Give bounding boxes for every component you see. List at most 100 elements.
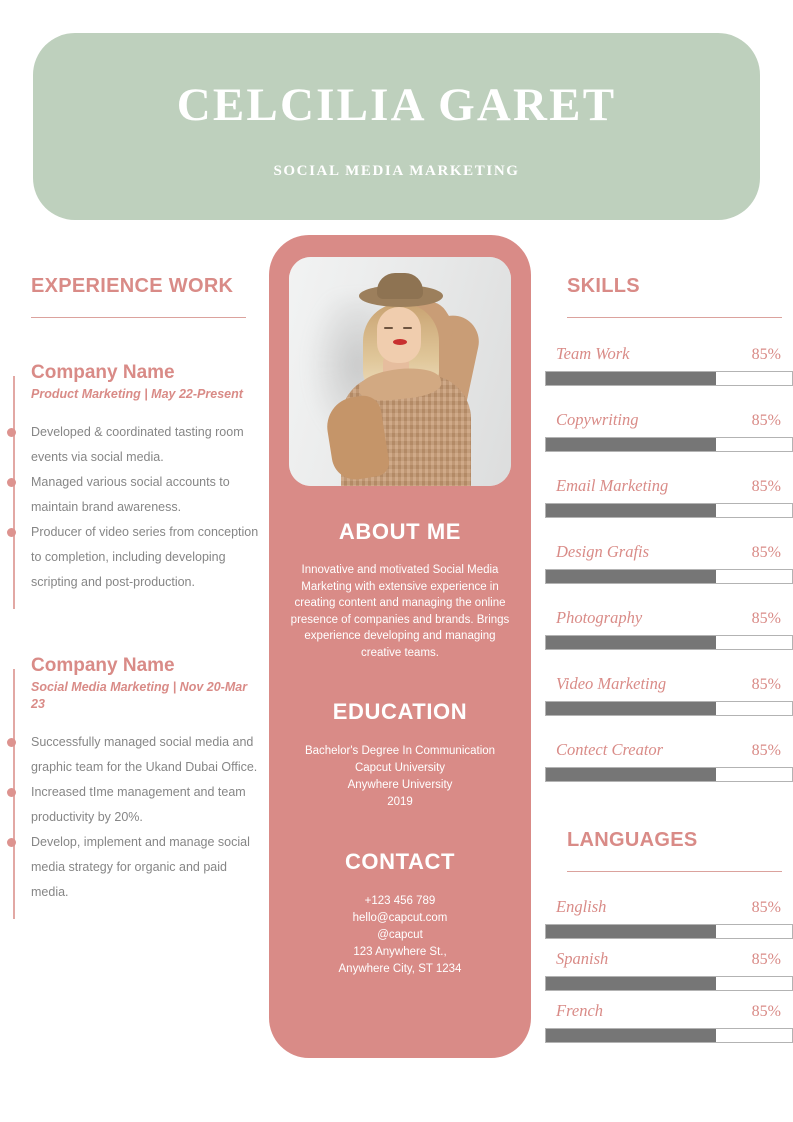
- job-role-dates: Product Marketing | May 22-Present: [31, 387, 243, 401]
- experience-column: EXPERIENCE WORK Company Name Product Mark…: [0, 275, 262, 919]
- language-row-percent: 85%: [751, 1003, 781, 1020]
- skill-row-track: [545, 635, 793, 650]
- language-row-fill: [546, 1029, 717, 1042]
- skill-row-percent: 85%: [751, 412, 781, 429]
- education-title: EDUCATION: [332, 699, 468, 724]
- photo-lips: [393, 339, 407, 345]
- company-name: Company Name: [31, 362, 175, 383]
- skill-row-label: Video Marketing: [556, 674, 667, 693]
- job-bullet: Successfully managed social media and gr…: [7, 730, 262, 780]
- skill-row-fill: [546, 636, 717, 649]
- skills-section: SKILLS Team Work 85% Copywriting 85% Email M…: [545, 275, 793, 782]
- contact-line-3: 123 Anywhere St.,: [353, 946, 447, 958]
- education-lines: Bachelor's Degree In Communication Capcut…: [289, 743, 511, 811]
- about-me-title: ABOUT ME: [338, 519, 462, 544]
- experience-entry: Company Name Social Media Marketing | Nov…: [0, 655, 262, 919]
- job-bullet-text: Managed various social accounts to maint…: [31, 475, 230, 514]
- skill-row-label: Photography: [556, 608, 643, 627]
- job-bullet-text: Develop, implement and manage social med…: [31, 835, 250, 899]
- skill-row-percent: 85%: [751, 544, 781, 561]
- skills-list: Team Work 85% Copywriting 85% Email Marketin…: [545, 344, 793, 782]
- skills-divider: [567, 317, 782, 318]
- job-bullet: Developed & coordinated tasting room eve…: [7, 420, 262, 470]
- language-row-track: [545, 1028, 793, 1043]
- job-bullet-text: Successfully managed social media and gr…: [31, 735, 258, 774]
- skill-row: Team Work 85%: [545, 344, 793, 386]
- about-me-text: Innovative and motivated Social Media Ma…: [290, 564, 510, 659]
- skill-row-percent: 85%: [751, 742, 781, 759]
- job-bullet-text: Increased tIme management and team produ…: [31, 785, 246, 824]
- experience-divider: [31, 317, 246, 318]
- language-row-header: Spanish 85%: [545, 949, 793, 969]
- skill-row-header: Email Marketing 85%: [545, 476, 793, 496]
- skill-row-track: [545, 503, 793, 518]
- skills-heading: SKILLS: [567, 275, 640, 297]
- timeline-dot-icon: [7, 838, 16, 847]
- timeline-dot-icon: [7, 528, 16, 537]
- timeline-dot-icon: [7, 788, 16, 797]
- job-bullet-text: Developed & coordinated tasting room eve…: [31, 425, 244, 464]
- skill-row-percent: 85%: [751, 478, 781, 495]
- job-bullet: Increased tIme management and team produ…: [7, 780, 262, 830]
- education-line-2: Anywhere University: [347, 779, 453, 791]
- skill-row-track: [545, 371, 793, 386]
- job-bullet: Producer of video series from conception…: [7, 520, 262, 595]
- skill-row: Video Marketing 85%: [545, 674, 793, 716]
- skill-row-fill: [546, 702, 717, 715]
- language-row-label: French: [556, 1001, 604, 1020]
- language-row-header: English 85%: [545, 897, 793, 917]
- skill-row-fill: [546, 570, 717, 583]
- skill-row: Photography 85%: [545, 608, 793, 650]
- skills-column: SKILLS Team Work 85% Copywriting 85% Email M…: [545, 275, 793, 1053]
- header-banner: CELCILIA GARET SOCIAL MEDIA MARKETING: [33, 33, 760, 220]
- language-row-track: [545, 924, 793, 939]
- skill-row-percent: 85%: [751, 610, 781, 627]
- job-bullet-text: Producer of video series from conception…: [31, 525, 259, 589]
- profile-card: ABOUT ME Innovative and motivated Social…: [269, 235, 531, 1058]
- skill-row-label: Email Marketing: [556, 476, 669, 495]
- language-row-track: [545, 976, 793, 991]
- job-bullet: Managed various social accounts to maint…: [7, 470, 262, 520]
- photo-left-eye: [384, 327, 393, 329]
- timeline-dot-icon: [7, 428, 16, 437]
- language-row-label: Spanish: [556, 949, 609, 968]
- skill-row-label: Copywriting: [556, 410, 639, 429]
- timeline-line: [13, 376, 15, 609]
- skill-row-header: Photography 85%: [545, 608, 793, 628]
- about-me-section: ABOUT ME Innovative and motivated Social…: [289, 519, 511, 661]
- skill-row-header: Video Marketing 85%: [545, 674, 793, 694]
- languages-section: LANGUAGES English 85% Spanish 85% French 85%: [545, 829, 793, 1043]
- education-line-1: Capcut University: [354, 762, 446, 774]
- contact-line-1: hello@capcut.com: [352, 912, 448, 924]
- jobs-list: Company Name Product Marketing | May 22-P…: [0, 362, 262, 919]
- skill-row-track: [545, 767, 793, 782]
- skill-row-track: [545, 569, 793, 584]
- header-subtitle: SOCIAL MEDIA MARKETING: [273, 162, 520, 179]
- skill-row: Design Grafis 85%: [545, 542, 793, 584]
- language-row-header: French 85%: [545, 1001, 793, 1021]
- company-name: Company Name: [31, 655, 175, 676]
- job-bullets: Developed & coordinated tasting room eve…: [7, 420, 262, 595]
- contact-title: CONTACT: [344, 849, 456, 874]
- skill-row-fill: [546, 768, 717, 781]
- language-row: English 85%: [545, 897, 793, 939]
- photo-hat-crown: [377, 273, 423, 299]
- languages-heading: LANGUAGES: [567, 829, 698, 851]
- contact-line-0: +123 456 789: [364, 895, 436, 907]
- job-bullet: Develop, implement and manage social med…: [7, 830, 262, 905]
- skill-row: Copywriting 85%: [545, 410, 793, 452]
- skill-row-header: Contect Creator 85%: [545, 740, 793, 760]
- skill-row-label: Team Work: [556, 344, 630, 363]
- languages-list: English 85% Spanish 85% French 85%: [545, 897, 793, 1043]
- skill-row-track: [545, 437, 793, 452]
- language-row-fill: [546, 977, 717, 990]
- portrait-photo: [289, 257, 511, 486]
- language-row-fill: [546, 925, 717, 938]
- skill-row: Contect Creator 85%: [545, 740, 793, 782]
- page-title: CELCILIA GARET: [176, 78, 617, 131]
- skill-row-label: Design Grafis: [556, 542, 650, 561]
- education-line-3: 2019: [387, 796, 413, 808]
- timeline-dot-icon: [7, 738, 16, 747]
- skill-row-header: Team Work 85%: [545, 344, 793, 364]
